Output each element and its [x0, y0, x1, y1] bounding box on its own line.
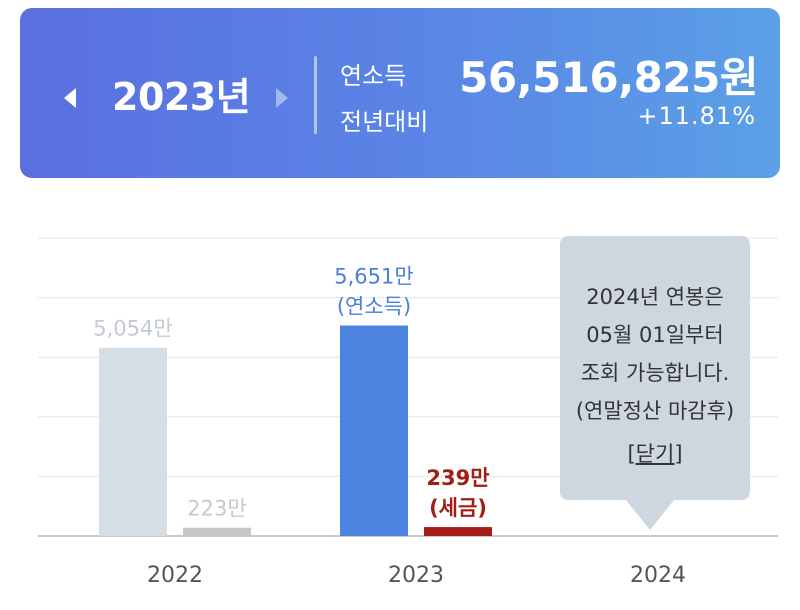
- income-bar: [340, 325, 408, 536]
- tooltip-line: 조회 가능합니다.: [580, 361, 730, 385]
- data-label: 239만: [426, 466, 489, 490]
- tooltip-close-link[interactable]: [닫기]: [627, 442, 683, 466]
- tooltip-line: 05월 01일부터: [586, 323, 724, 347]
- tooltip-line: (연말정산 마감후): [575, 399, 735, 423]
- data-label: (연소득): [337, 295, 411, 319]
- x-tick-label: 2024: [630, 563, 686, 588]
- tooltip-2024-notice: 2024년 연봉은 05월 01일부터 조회 가능합니다. (연말정산 마감후)…: [560, 236, 750, 530]
- data-label: (세금): [429, 496, 487, 520]
- data-label: 5,054만: [93, 317, 172, 341]
- income-label: 연소득: [340, 62, 407, 90]
- divider: [314, 56, 317, 134]
- data-label: 223만: [187, 497, 246, 521]
- x-tick-label: 2023: [388, 563, 444, 588]
- tax-bar: [183, 527, 251, 536]
- income-value: 56,516,825원: [459, 53, 758, 102]
- next-year-arrow-icon[interactable]: [276, 88, 288, 108]
- income-bar: [99, 347, 167, 536]
- tax-bar: [424, 527, 492, 536]
- yoy-value: +11.81%: [637, 102, 756, 130]
- prev-year-arrow-icon[interactable]: [64, 88, 76, 108]
- data-label: 5,651만: [334, 265, 413, 289]
- year-title: 2023년: [112, 75, 251, 119]
- yoy-label: 전년대비: [340, 108, 429, 136]
- income-summary-header: 2023년 연소득 전년대비 56,516,825원 +11.81%: [20, 8, 780, 178]
- x-tick-label: 2022: [147, 563, 203, 588]
- tooltip-line: 2024년 연봉은: [586, 285, 724, 309]
